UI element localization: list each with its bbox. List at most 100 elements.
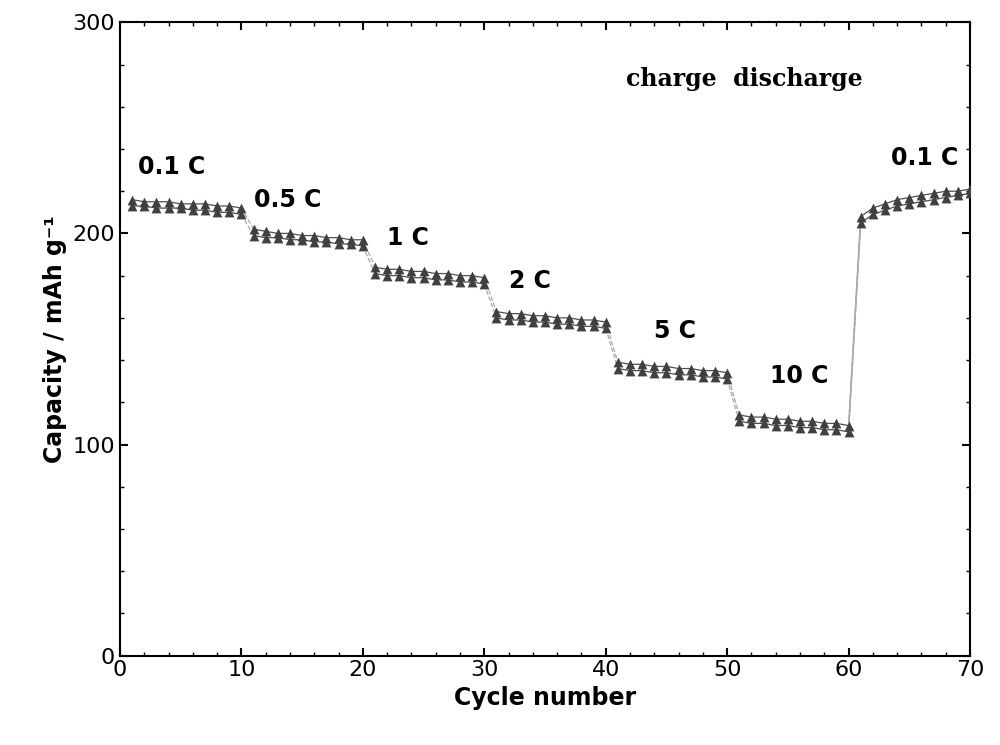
Point [841, 419, 857, 431]
Point [853, 211, 869, 223]
Point [804, 416, 820, 428]
Point [525, 310, 541, 322]
Point [355, 240, 371, 252]
Point [877, 204, 893, 216]
Point [561, 318, 577, 330]
Point [841, 426, 857, 438]
Text: 1 C: 1 C [387, 226, 429, 250]
Point [804, 422, 820, 434]
Point [136, 200, 152, 212]
Point [246, 224, 262, 235]
Point [950, 186, 966, 197]
Point [221, 200, 237, 212]
Point [610, 356, 626, 368]
Point [962, 188, 978, 200]
Point [586, 320, 602, 332]
Point [938, 191, 954, 203]
Point [913, 196, 929, 208]
Point [209, 206, 225, 218]
Text: 10 C: 10 C [770, 364, 828, 387]
Point [452, 276, 468, 288]
Point [792, 422, 808, 434]
Point [549, 312, 565, 324]
Point [209, 200, 225, 212]
Point [416, 265, 432, 277]
Point [756, 411, 772, 423]
Point [403, 265, 419, 277]
Point [233, 209, 249, 221]
Point [331, 232, 347, 244]
Point [294, 234, 310, 246]
Point [756, 417, 772, 429]
Point [294, 229, 310, 241]
Point [634, 365, 650, 377]
Point [331, 238, 347, 250]
Point [646, 367, 662, 378]
Point [598, 316, 614, 328]
Point [233, 202, 249, 214]
Point [367, 261, 383, 273]
Point [161, 202, 177, 214]
Point [464, 270, 480, 282]
Point [719, 367, 735, 378]
Point [889, 194, 905, 206]
Point [173, 198, 189, 210]
Point [913, 189, 929, 201]
Point [586, 314, 602, 326]
Point [124, 194, 140, 206]
Point [355, 234, 371, 246]
Point [962, 183, 978, 195]
Point [173, 202, 189, 214]
Point [671, 369, 687, 381]
Point [391, 264, 407, 276]
Point [440, 267, 456, 279]
Point [306, 236, 322, 248]
Point [695, 371, 711, 383]
Point [343, 234, 359, 246]
Point [537, 316, 553, 328]
Point [464, 276, 480, 288]
Point [379, 264, 395, 276]
Point [403, 272, 419, 284]
Point [537, 310, 553, 322]
Point [683, 363, 699, 375]
Point [768, 419, 784, 431]
Point [501, 308, 517, 320]
Point [197, 204, 213, 216]
Point [622, 365, 638, 377]
Point [306, 229, 322, 241]
Point [161, 196, 177, 208]
Point [780, 413, 796, 425]
Point [950, 189, 966, 201]
Text: 5 C: 5 C [654, 319, 696, 343]
Point [124, 200, 140, 212]
Point [816, 424, 832, 436]
Point [501, 314, 517, 326]
Point [561, 312, 577, 324]
X-axis label: Cycle number: Cycle number [454, 686, 636, 710]
Y-axis label: Capacity / mAh g⁻¹: Capacity / mAh g⁻¹ [43, 215, 67, 463]
Point [185, 198, 201, 210]
Point [573, 314, 589, 326]
Text: 0.1 C: 0.1 C [138, 154, 205, 179]
Point [282, 227, 298, 239]
Point [258, 232, 274, 244]
Point [731, 416, 747, 428]
Point [646, 361, 662, 372]
Point [865, 209, 881, 221]
Point [416, 272, 432, 284]
Point [853, 217, 869, 229]
Point [658, 367, 674, 378]
Point [440, 274, 456, 286]
Point [270, 227, 286, 239]
Point [743, 411, 759, 423]
Point [343, 238, 359, 250]
Point [598, 323, 614, 335]
Point [221, 206, 237, 218]
Point [683, 369, 699, 381]
Point [768, 413, 784, 425]
Point [246, 229, 262, 241]
Point [452, 270, 468, 282]
Point [938, 186, 954, 197]
Point [743, 417, 759, 429]
